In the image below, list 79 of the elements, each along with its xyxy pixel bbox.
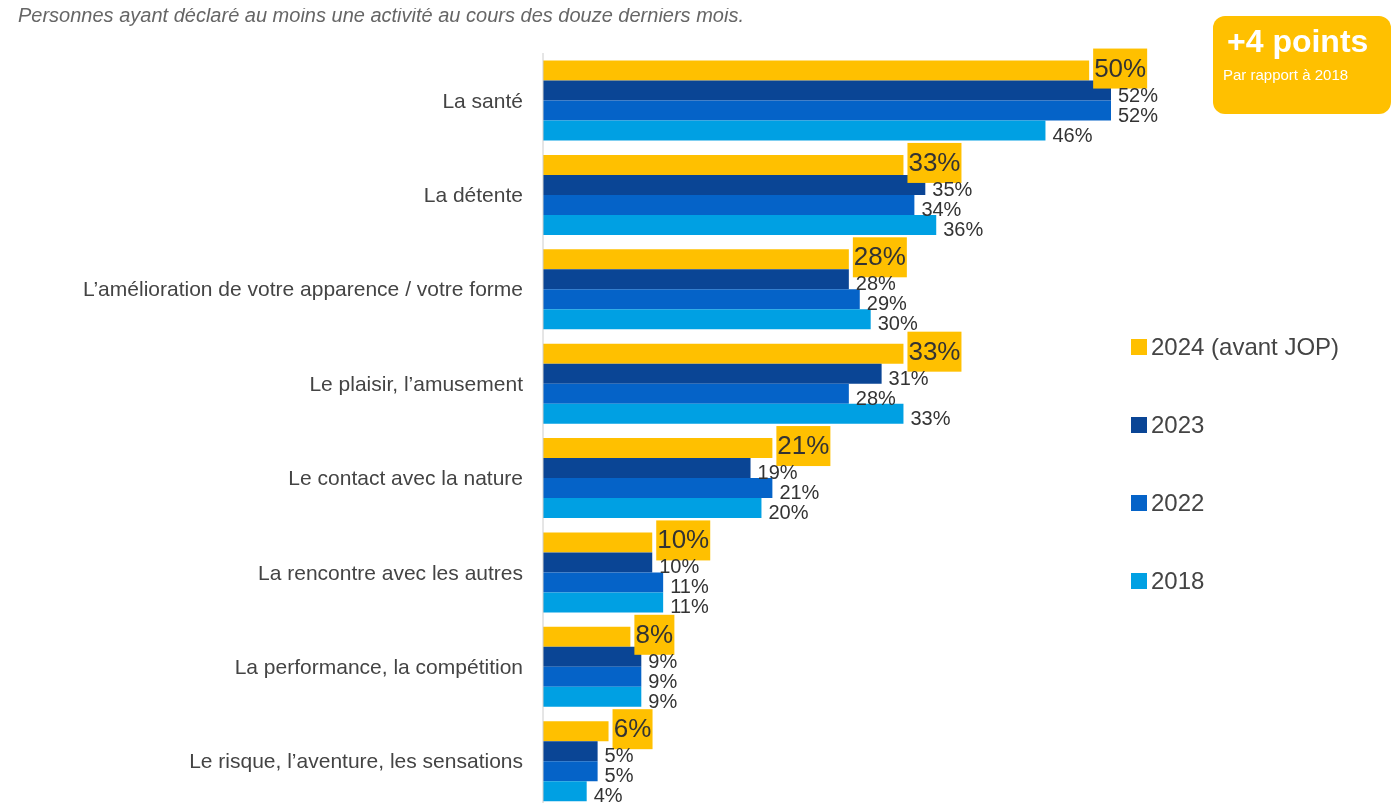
- data-label: 9%: [648, 649, 678, 672]
- data-label: 50%: [1094, 52, 1147, 83]
- data-label: 46%: [1052, 123, 1093, 146]
- bar: [543, 478, 773, 499]
- data-label: 9%: [648, 669, 678, 692]
- data-label: 21%: [779, 481, 820, 504]
- y-tick-label: Le contact avec la nature: [288, 466, 523, 490]
- bar: [543, 174, 926, 195]
- y-tick-label: La détente: [423, 183, 523, 207]
- bar: [543, 383, 849, 404]
- bar: [543, 80, 1111, 101]
- bar: [543, 458, 751, 479]
- bar: [543, 781, 587, 802]
- legend-label: 2023: [1150, 410, 1206, 440]
- data-label: 33%: [910, 406, 951, 429]
- y-tick-label: L’amélioration de votre apparence / votre forme: [82, 277, 523, 301]
- y-tick-label: La rencontre avec les autres: [258, 560, 523, 584]
- bar: [543, 686, 642, 707]
- bar: [543, 592, 664, 613]
- bar: [543, 249, 849, 270]
- bar: [543, 552, 653, 573]
- data-label: 20%: [768, 501, 809, 524]
- bar: [543, 572, 664, 593]
- data-label: 5%: [604, 744, 634, 767]
- data-label: 28%: [853, 241, 906, 272]
- data-label: 11%: [670, 595, 709, 618]
- bar: [543, 120, 1046, 141]
- data-label: 35%: [932, 177, 973, 200]
- bar: [543, 214, 937, 235]
- y-tick-label: La performance, la compétition: [234, 654, 523, 678]
- bar: [543, 194, 915, 215]
- data-label: 10%: [659, 555, 700, 578]
- data-label: 31%: [888, 366, 929, 389]
- data-label: 52%: [1118, 103, 1159, 126]
- bar: [543, 289, 860, 310]
- bar: [543, 343, 904, 364]
- data-label: 19%: [757, 461, 798, 484]
- bar: [543, 363, 882, 384]
- data-label: 5%: [604, 764, 634, 787]
- bar: [543, 60, 1090, 81]
- text: Personnes ayant déclaré au moins une activité au cours des douze derniers mois.: [18, 7, 744, 27]
- data-label: 28%: [855, 386, 897, 409]
- bar: [543, 100, 1111, 121]
- bar: [543, 403, 904, 424]
- bar: [543, 438, 773, 459]
- data-label: 34%: [921, 197, 962, 220]
- data-label: 30%: [877, 312, 918, 335]
- bar: [543, 309, 871, 330]
- bar: [543, 666, 642, 687]
- data-label: 8%: [635, 618, 674, 649]
- bar: [543, 269, 849, 290]
- bar: [543, 761, 598, 782]
- data-label: 21%: [777, 430, 830, 461]
- data-label: 33%: [908, 146, 961, 177]
- data-label: 33%: [908, 335, 961, 366]
- data-label: 4%: [593, 784, 623, 803]
- legend-label: 2024 (avant JOP): [1150, 332, 1341, 362]
- text: Par rapport à 2018: [1223, 66, 1350, 83]
- data-label: 28%: [855, 272, 897, 295]
- data-label: 6%: [613, 713, 652, 744]
- bar: [543, 721, 609, 742]
- bar: [543, 154, 904, 175]
- bar: [543, 626, 631, 647]
- data-label: 10%: [657, 524, 710, 555]
- bar: [543, 741, 598, 762]
- bar: [543, 498, 762, 519]
- y-tick-label: Le plaisir, l’amusement: [309, 371, 524, 395]
- text: +4 points: [1227, 22, 1370, 61]
- data-label: 52%: [1118, 83, 1159, 106]
- bar: [543, 532, 653, 553]
- y-tick-label: Le risque, l’aventure, les sensations: [189, 749, 523, 773]
- legend-label: 2022: [1150, 488, 1206, 518]
- data-label: 9%: [648, 689, 678, 712]
- y-tick-label: La santé: [442, 88, 523, 112]
- data-label: 11%: [670, 575, 709, 598]
- data-label: 29%: [866, 292, 908, 315]
- legend-label: 2018: [1150, 566, 1206, 596]
- data-label: 36%: [943, 217, 984, 240]
- bar: [543, 646, 642, 667]
